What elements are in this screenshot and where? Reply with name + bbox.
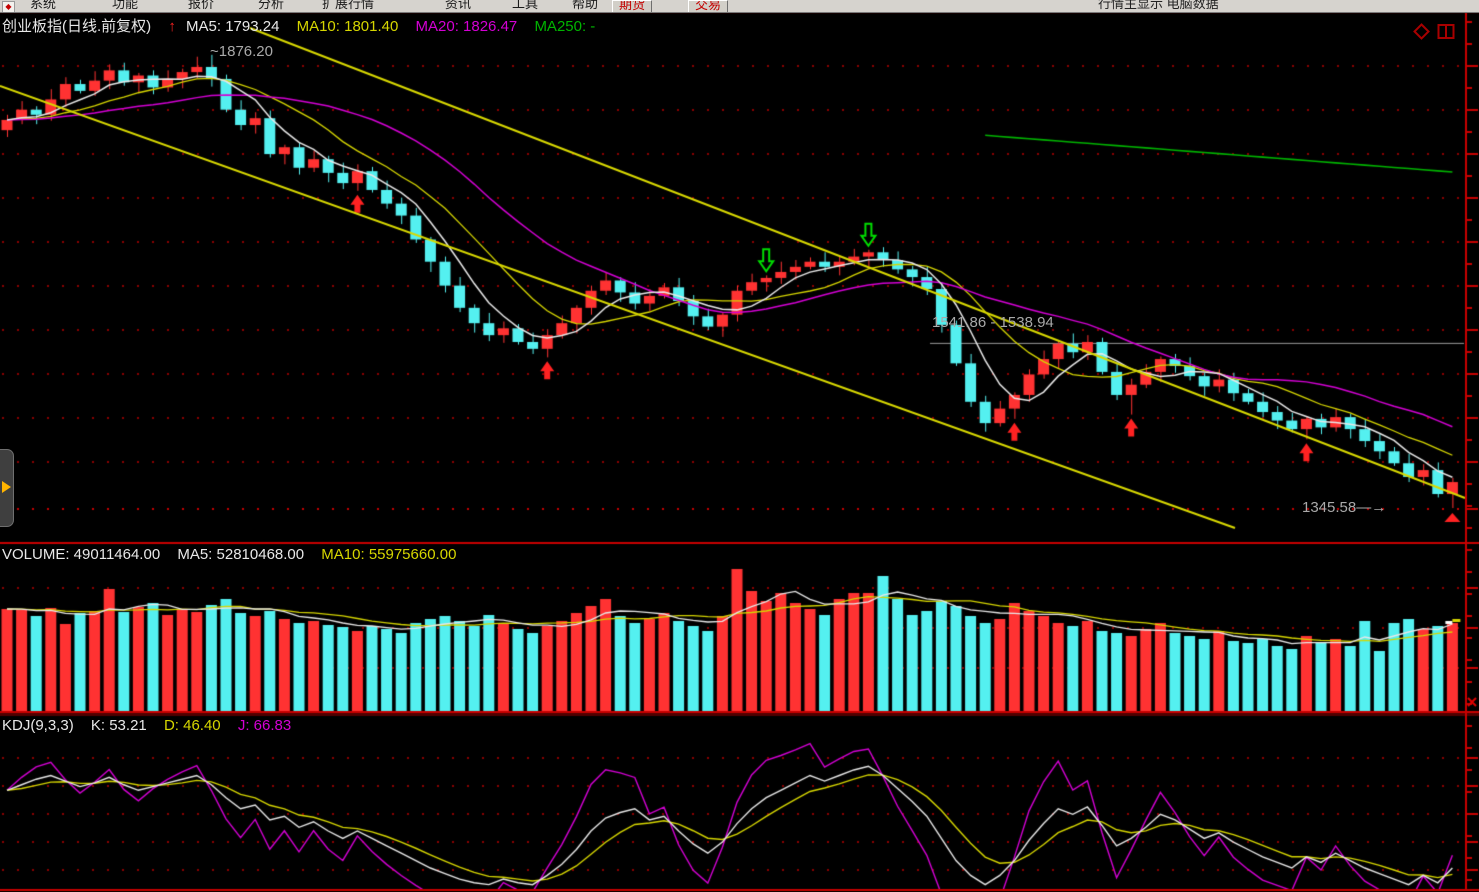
instrument-title: 创业板指(日线.前复权) bbox=[2, 18, 152, 35]
high-price-annotation: ~1876.20 bbox=[210, 43, 273, 60]
ma20-value: MA20: 1826.47 bbox=[415, 18, 518, 35]
up-arrow-icon: ↑ bbox=[168, 18, 176, 35]
menu-item-7[interactable]: 工具 bbox=[512, 0, 539, 11]
volume-value: VOLUME: 49011464.00 bbox=[2, 546, 161, 563]
kdj-label: KDJ(9,3,3) bbox=[2, 717, 74, 734]
kdj-j-value: J: 66.83 bbox=[237, 717, 292, 734]
low-annotation-arrow-icon: —→ bbox=[1356, 499, 1387, 516]
kdj-panel-header: KDJ(9,3,3) K: 53.21 D: 46.40 J: 66.83 bbox=[2, 717, 304, 734]
main-chart-header: 创业板指(日线.前复权) ↑ MA5: 1793.24 MA10: 1801.4… bbox=[2, 15, 608, 36]
menu-item-4[interactable]: 分析 bbox=[258, 0, 285, 11]
volume-ma5-value: MA5: 52810468.00 bbox=[177, 546, 305, 563]
menu-item-2[interactable]: 功能 bbox=[112, 0, 139, 11]
menu-item-5[interactable]: 扩展行情 bbox=[322, 0, 375, 11]
menu-hot-item-1[interactable]: 期货 bbox=[612, 0, 652, 12]
app-logo-icon[interactable]: ◆ bbox=[2, 1, 15, 12]
kdj-d-value: D: 46.40 bbox=[163, 717, 221, 734]
ma5-value: MA5: 1793.24 bbox=[186, 18, 280, 35]
pages-icon[interactable] bbox=[1437, 23, 1456, 40]
volume-panel-header: VOLUME: 49011464.00 MA5: 52810468.00 MA1… bbox=[2, 546, 469, 563]
resistance-range-annotation: 1541.86 - 1538.94 bbox=[932, 314, 1054, 331]
menu-hot-item-2[interactable]: 交易 bbox=[688, 0, 728, 12]
menu-item-1[interactable]: 系统 bbox=[30, 0, 57, 11]
sidebar-expand-handle[interactable] bbox=[0, 449, 14, 527]
expand-arrow-icon bbox=[2, 481, 11, 493]
menu-item-8[interactable]: 帮助 bbox=[572, 0, 599, 11]
menu-bar: ◆ 行情主显示 电脑数据 系统 功能 报价 分析 扩展行情 资讯 工具 帮助 期货 交易 bbox=[0, 0, 1479, 13]
diamond-icon[interactable] bbox=[1413, 23, 1430, 40]
ma10-value: MA10: 1801.40 bbox=[296, 18, 399, 35]
kdj-k-value: K: 53.21 bbox=[90, 717, 147, 734]
menu-item-6[interactable]: 资讯 bbox=[445, 0, 472, 11]
chart-corner-tools bbox=[1413, 23, 1456, 40]
low-price-annotation: 1345.58—→ bbox=[1302, 499, 1387, 516]
volume-ma10-value: MA10: 55975660.00 bbox=[321, 546, 457, 563]
ma250-value: MA250: - bbox=[534, 18, 596, 35]
menu-status-text: 行情主显示 电脑数据 bbox=[1098, 0, 1219, 11]
menu-item-3[interactable]: 报价 bbox=[188, 0, 215, 11]
